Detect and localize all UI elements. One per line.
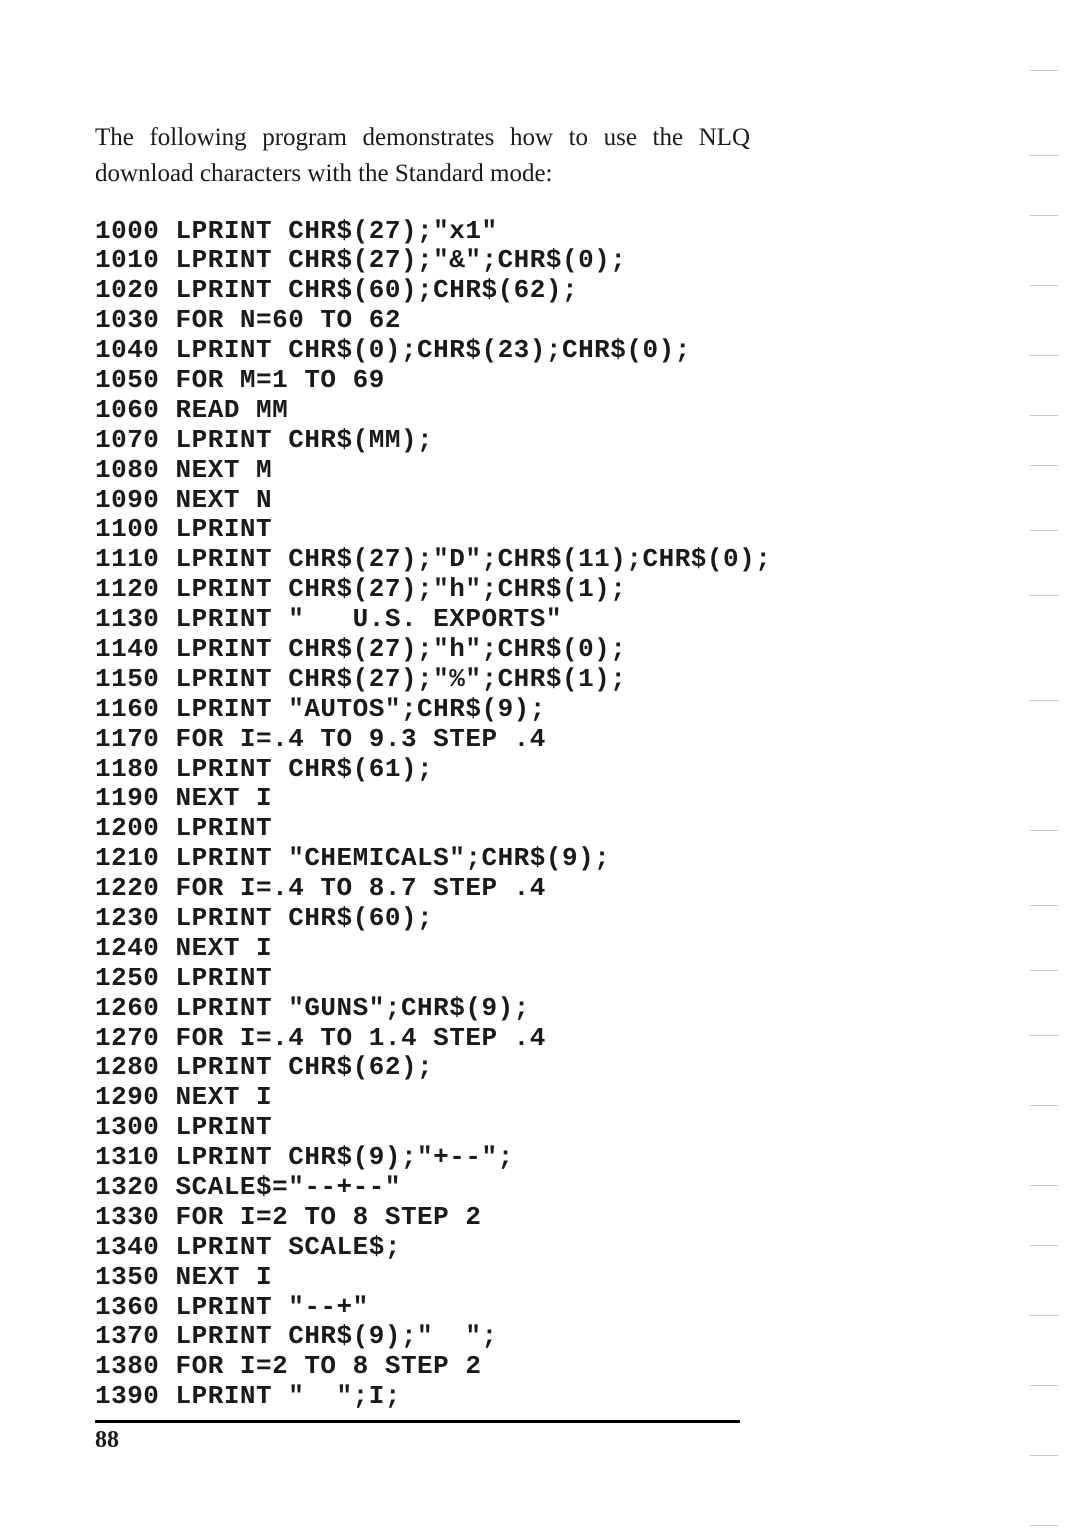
page-number: 88 [95, 1427, 1000, 1454]
scan-edge-mark [1030, 1525, 1058, 1526]
scan-edge-mark [1030, 1245, 1058, 1246]
scan-edge-mark [1030, 830, 1058, 831]
footer-rule [95, 1420, 740, 1423]
scan-edge-mark [1030, 1185, 1058, 1186]
scan-edge-mark [1030, 530, 1058, 531]
scan-edge-mark [1030, 285, 1058, 286]
scan-edge-mark [1030, 1035, 1058, 1036]
intro-paragraph: The following program demonstrates how t… [95, 120, 750, 193]
scan-edge-mark [1030, 905, 1058, 906]
scan-edge-mark [1030, 970, 1058, 971]
scan-edge-mark [1030, 155, 1058, 156]
scan-edge-mark [1030, 355, 1058, 356]
scan-edge-mark [1030, 1385, 1058, 1386]
scan-edge-mark [1030, 1315, 1058, 1316]
scan-edge-mark [1030, 700, 1058, 701]
scan-edge-mark [1030, 1105, 1058, 1106]
scan-edge-mark [1030, 70, 1058, 71]
scan-edge-mark [1030, 1455, 1058, 1456]
scan-edge-mark [1030, 595, 1058, 596]
scan-edge-mark [1030, 465, 1058, 466]
page: The following program demonstrates how t… [0, 0, 1080, 1533]
scan-edge-mark [1030, 215, 1058, 216]
scan-edge-mark [1030, 415, 1058, 416]
code-listing: 1000 LPRINT CHR$(27);"x1" 1010 LPRINT CH… [95, 217, 1000, 1413]
